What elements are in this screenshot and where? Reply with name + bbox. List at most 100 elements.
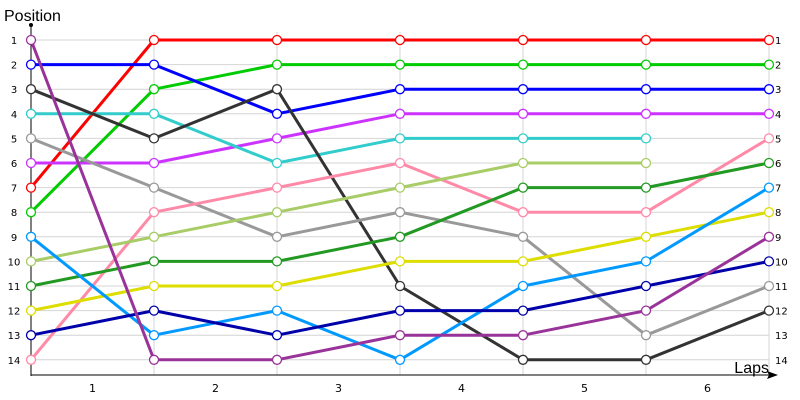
series-point (271, 34, 283, 46)
y-tick-label-left: 14 (8, 356, 21, 367)
series-point (271, 231, 283, 242)
series-point (148, 157, 160, 169)
y-tick-label-left: 12 (8, 307, 21, 318)
series-point (640, 34, 652, 46)
series-point (394, 34, 406, 46)
x-tick-label: 1 (89, 382, 96, 395)
y-tick-label-right: 5 (775, 134, 781, 145)
series-point (517, 157, 529, 169)
series-point (271, 84, 283, 95)
y-tick-label-right: 1 (775, 36, 781, 47)
series-point (271, 354, 283, 365)
series-point (640, 133, 652, 144)
series-point (763, 108, 775, 119)
y-tick-label-right: 9 (775, 233, 781, 244)
y-tick-label-left: 7 (11, 184, 17, 195)
x-tick-label: 2 (212, 382, 219, 395)
series-point (148, 231, 160, 242)
series-point (517, 59, 529, 70)
series-point (640, 280, 652, 292)
series-point (763, 133, 775, 144)
series-point (394, 305, 406, 316)
series-point (271, 280, 283, 292)
x-tick-label: 6 (704, 382, 711, 395)
y-tick-label-left: 13 (8, 331, 21, 342)
series-point (640, 330, 652, 341)
series-point (25, 354, 37, 365)
series-point (25, 157, 37, 169)
series-point (148, 182, 160, 193)
y-tick-label-left: 3 (11, 85, 17, 96)
series-point (271, 182, 283, 193)
series-point (148, 305, 160, 316)
series-point (148, 330, 160, 341)
x-tick-label: 5 (581, 382, 588, 395)
series-point (517, 256, 529, 267)
series-point (148, 280, 160, 292)
y-tick-label-right: 11 (775, 282, 788, 293)
series-point (763, 305, 775, 316)
series-point (517, 280, 529, 292)
y-tick-label-left: 9 (11, 233, 17, 244)
series-point (271, 108, 283, 119)
series-point (271, 207, 283, 218)
series-point (640, 354, 652, 365)
series-point (640, 157, 652, 169)
series-point (394, 280, 406, 292)
series-point (517, 182, 529, 193)
x-tick-label: 3 (335, 382, 342, 395)
y-tick-label-right: 2 (775, 61, 781, 72)
x-tick-label: 4 (458, 382, 465, 395)
series-point (394, 207, 406, 218)
series-point (394, 108, 406, 119)
series-point (517, 34, 529, 46)
series-point (394, 330, 406, 341)
series-point (25, 133, 37, 144)
series-point (271, 59, 283, 70)
series-point (517, 354, 529, 365)
series-point (517, 207, 529, 218)
y-tick-label-right: 13 (775, 331, 788, 342)
series-point (763, 59, 775, 70)
y-axis-title: Position (4, 8, 61, 25)
y-tick-label-left: 11 (8, 282, 21, 293)
series-point (517, 330, 529, 341)
y-tick-label-left: 5 (11, 134, 17, 145)
series-line (31, 112, 646, 165)
series-point (763, 231, 775, 242)
series-line (30, 161, 646, 263)
series-point (25, 207, 37, 218)
series-point (394, 133, 406, 144)
y-tick-label-right: 8 (775, 208, 781, 219)
series-point (148, 59, 160, 70)
series-point (271, 256, 283, 267)
series-point (148, 354, 160, 365)
series-point (517, 231, 529, 242)
series-point (517, 133, 529, 144)
series-point (640, 59, 652, 70)
series-point (271, 157, 283, 169)
series-point (763, 207, 775, 218)
series-point (148, 34, 160, 46)
series-point (271, 330, 283, 341)
y-tick-label-right: 7 (775, 184, 781, 195)
y-tick-label-right: 14 (775, 356, 788, 367)
series-point (394, 231, 406, 242)
series-point (25, 182, 37, 193)
series-point (763, 157, 775, 169)
y-axis-end-dot (29, 23, 33, 27)
series-point (148, 207, 160, 218)
series-point (394, 182, 406, 193)
series-point (148, 84, 160, 95)
series-point (25, 34, 37, 46)
series-point (763, 34, 775, 46)
series-point (271, 133, 283, 144)
series-point (25, 330, 37, 341)
series-point (394, 59, 406, 70)
x-axis-arrow (767, 371, 778, 379)
series-point (25, 59, 37, 70)
series-point (394, 84, 406, 95)
y-tick-label-left: 10 (8, 257, 21, 268)
series-point (763, 84, 775, 95)
